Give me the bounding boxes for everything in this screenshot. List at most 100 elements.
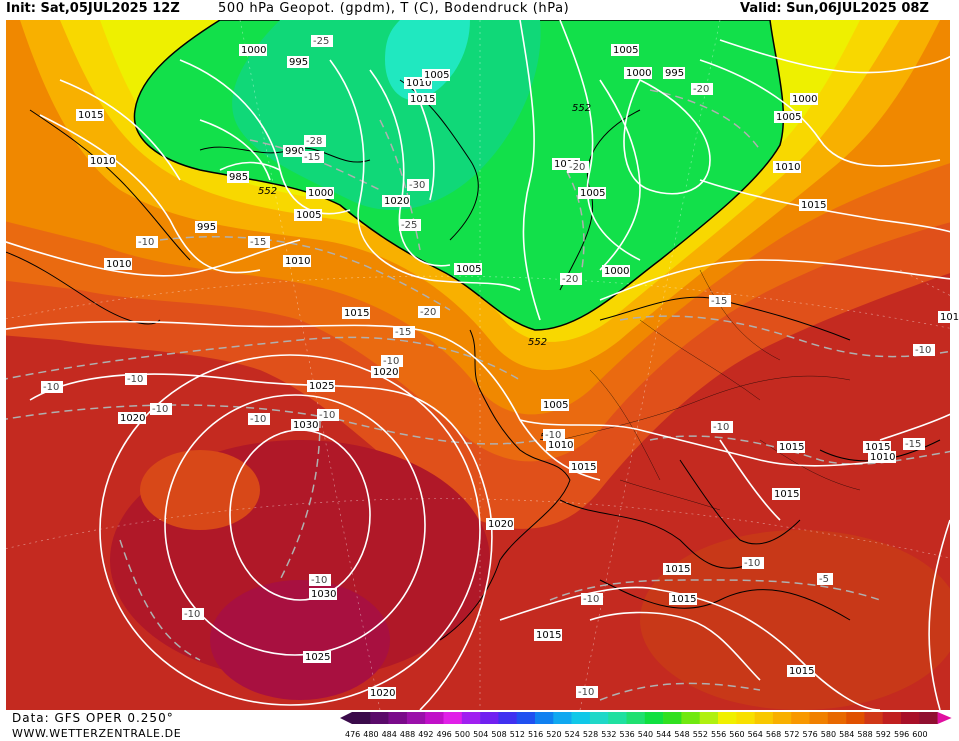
- temperature-label: -10: [138, 237, 154, 248]
- scale-swatch: [791, 712, 810, 724]
- pressure-label: 1025: [305, 652, 330, 663]
- pressure-label-bg: [342, 307, 370, 319]
- pressure-label-bg: [787, 665, 815, 677]
- scale-label: 484: [382, 730, 397, 739]
- pressure-label-bg: [306, 187, 334, 199]
- pressure-label: 990: [285, 146, 304, 157]
- field-pocket-576-west: [140, 450, 260, 530]
- geopot-label-3: 552: [528, 337, 547, 348]
- scale-label: 532: [601, 730, 616, 739]
- pressure-label-bg: [772, 488, 800, 500]
- scale-swatch: [699, 712, 719, 724]
- scale-label: 476: [345, 730, 360, 739]
- temperature-label: -10: [744, 558, 760, 569]
- scale-label: 588: [857, 730, 872, 739]
- pressure-label-bg: [534, 629, 562, 641]
- field-pocket-588: [210, 580, 390, 700]
- scale-swatch: [589, 712, 609, 724]
- scale-label: 568: [766, 730, 781, 739]
- scale-label: 480: [363, 730, 378, 739]
- temperature-label-bg: [248, 413, 270, 425]
- pressure-label: 1020: [120, 413, 145, 424]
- color-scale-legend: 476 480 484 488 492 496 500 504 508 512 516 520 524 5…: [340, 712, 952, 739]
- borders: [559, 269, 861, 511]
- scale-label: 500: [455, 730, 470, 739]
- pressure-label: 1025: [309, 381, 334, 392]
- temperature-label-bg: [317, 409, 339, 421]
- temperature-label-bg: [302, 151, 324, 163]
- temperature-label-bg: [817, 573, 833, 585]
- pressure-label-bg: [578, 187, 606, 199]
- temperature-label-bg: [711, 421, 733, 433]
- temperature-label: -25: [401, 220, 417, 231]
- pressure-label-bg: [773, 161, 801, 173]
- pressure-label-bg: [422, 69, 450, 81]
- pressure-label-bg: [287, 56, 309, 68]
- scale-swatch: [736, 712, 755, 724]
- pressure-label-bg: [863, 441, 891, 453]
- temperature-label: -20: [693, 84, 709, 95]
- pressure-label: 1010: [90, 156, 115, 167]
- pressure-label-bg: [291, 419, 319, 431]
- temperature-label: -25: [313, 36, 329, 47]
- temperature-label-bg: [742, 557, 764, 569]
- map-header: Init: Sat,05JUL2025 12Z 500 hPa Geopot. …: [0, 0, 959, 20]
- geopot-label-2: 552: [572, 103, 591, 114]
- pressure-label: 1000: [308, 188, 333, 199]
- pressure-label-bg: [104, 258, 132, 270]
- scale-label: 564: [748, 730, 763, 739]
- pressure-label: 1010: [548, 440, 573, 451]
- temperature-label-bg: [560, 273, 582, 285]
- scale-label: 596: [894, 730, 909, 739]
- pressure-label-bg: [283, 255, 311, 267]
- temperature-label: -15: [711, 296, 727, 307]
- scale-label: 512: [510, 730, 525, 739]
- temperature-label-bg: [903, 438, 925, 450]
- pressure-label: 995: [665, 68, 684, 79]
- temperature-label: -15: [304, 152, 320, 163]
- pressure-label: 1015: [536, 630, 561, 641]
- pressure-label-bg: [309, 588, 337, 600]
- pressure-label: 995: [289, 57, 308, 68]
- pressure-label: 1000: [626, 68, 651, 79]
- scale-swatch: [663, 712, 682, 724]
- pressure-label: 1015: [665, 564, 690, 575]
- temperature-label-bg: [418, 306, 440, 318]
- temperature-label: -10: [578, 687, 594, 698]
- weather-map-canvas: 552 552 552 552 100099510051000995101010…: [6, 20, 959, 710]
- temperature-label: -20: [562, 274, 578, 285]
- scale-swatch: [864, 712, 883, 724]
- pressure-label: 1000: [241, 45, 266, 56]
- pressure-label-bg: [408, 93, 436, 105]
- pressure-label: 1020: [370, 688, 395, 699]
- pressure-label-bg: [307, 380, 335, 392]
- pressure-label: 1015: [801, 200, 826, 211]
- pressure-label: 995: [197, 222, 216, 233]
- pressure-label: 1005: [580, 188, 605, 199]
- scale-swatch: [882, 712, 902, 724]
- chart-title: 500 hPa Geopot. (gpdm), T (C), Bodendruc…: [218, 1, 570, 16]
- pressure-label: 1015: [671, 594, 696, 605]
- pressure-label-bg: [283, 145, 305, 157]
- temperature-label-bg: [913, 344, 935, 356]
- pressure-label-bg: [118, 412, 146, 424]
- scale-label: 516: [528, 730, 543, 739]
- scale-arrow-left: [340, 712, 352, 724]
- pressure-label: 985: [229, 172, 248, 183]
- pressure-label: 1020: [488, 519, 513, 530]
- temperature-label-bg: [182, 608, 204, 620]
- scale-swatch: [846, 712, 865, 724]
- scale-label: 504: [473, 730, 488, 739]
- pressure-label: 1000: [792, 94, 817, 105]
- pressure-label: 1005: [776, 112, 801, 123]
- scale-label: 496: [437, 730, 452, 739]
- pressure-label: 1005: [456, 264, 481, 275]
- pressure-label-bg: [938, 311, 959, 323]
- temperature-label: -20: [569, 162, 585, 173]
- temperature-label-bg: [576, 686, 598, 698]
- temperature-label-bg: [567, 161, 589, 173]
- init-time-label: Init: Sat,05JUL2025 12Z: [6, 1, 180, 16]
- scale-swatch: [644, 712, 664, 724]
- scale-label: 576: [803, 730, 818, 739]
- scale-label: 520: [546, 730, 561, 739]
